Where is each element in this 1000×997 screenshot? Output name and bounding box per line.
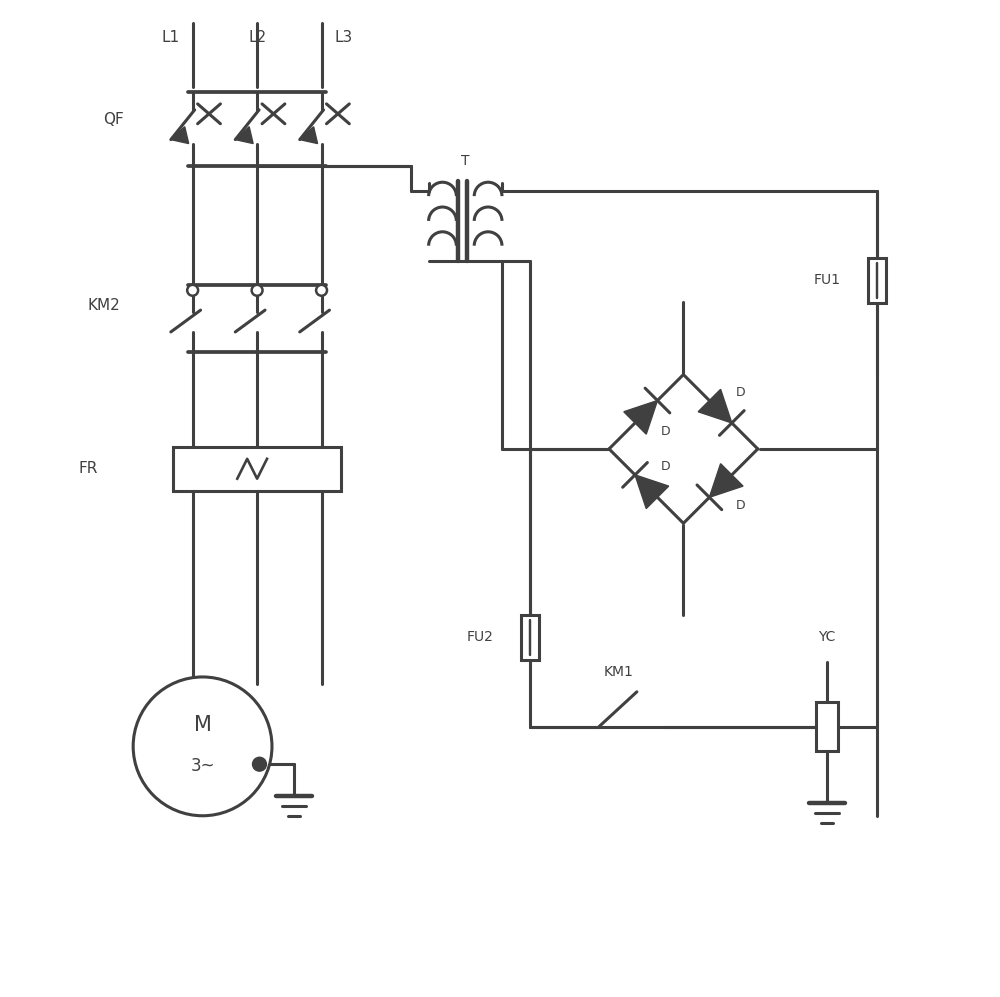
Polygon shape (709, 464, 743, 498)
Bar (173, 447, 341, 491)
Bar (521, 615, 539, 660)
Circle shape (187, 285, 198, 296)
Text: YC: YC (818, 630, 836, 644)
Bar (816, 702, 838, 752)
Circle shape (253, 758, 266, 771)
Text: D: D (661, 460, 671, 473)
Text: FU1: FU1 (814, 273, 841, 287)
Circle shape (252, 285, 263, 296)
Text: D: D (661, 425, 671, 438)
Text: QF: QF (103, 113, 124, 128)
Text: T: T (461, 155, 470, 168)
Text: D: D (735, 386, 745, 399)
Polygon shape (300, 127, 318, 144)
Text: L2: L2 (248, 30, 266, 45)
Bar (868, 258, 886, 303)
Text: D: D (735, 499, 745, 512)
Text: L1: L1 (162, 30, 180, 45)
Text: L3: L3 (334, 30, 352, 45)
Polygon shape (635, 475, 669, 508)
Polygon shape (698, 389, 732, 423)
Text: FU2: FU2 (467, 630, 494, 644)
Text: M: M (194, 715, 212, 735)
Text: KM1: KM1 (604, 665, 634, 679)
Circle shape (316, 285, 327, 296)
Polygon shape (624, 401, 657, 434)
Text: 3~: 3~ (190, 757, 215, 776)
Polygon shape (235, 127, 253, 144)
Text: FR: FR (79, 462, 98, 477)
Polygon shape (171, 127, 189, 144)
Text: KM2: KM2 (87, 298, 120, 313)
Circle shape (133, 677, 272, 816)
